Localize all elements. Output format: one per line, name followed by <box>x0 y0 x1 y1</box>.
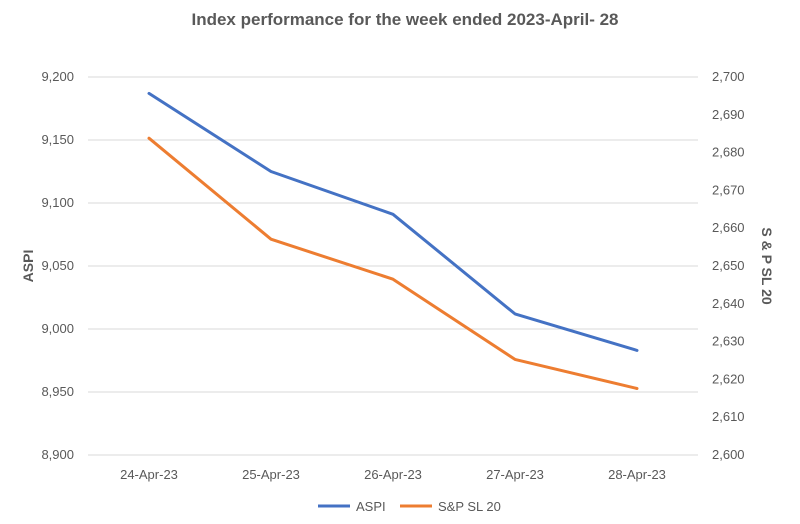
y2-tick-label: 2,600 <box>712 447 745 462</box>
y2-tick-label: 2,690 <box>712 107 745 122</box>
y-tick-label: 9,150 <box>41 132 74 147</box>
series-line-sp-sl20 <box>147 136 639 390</box>
y2-axis-ticks: 2,600 2,610 2,620 2,630 2,640 2,650 2,660 2,670… <box>712 69 745 462</box>
x-tick-label: 24-Apr-23 <box>120 467 178 482</box>
legend-label: ASPI <box>356 499 386 514</box>
y2-tick-label: 2,640 <box>712 296 745 311</box>
y2-tick-label: 2,630 <box>712 334 745 349</box>
x-tick-label: 27-Apr-23 <box>486 467 544 482</box>
y2-tick-label: 2,700 <box>712 69 745 84</box>
y-tick-label: 9,200 <box>41 69 74 84</box>
y-axis-title: ASPI <box>20 250 36 283</box>
chart-title: Index performance for the week ended 202… <box>191 10 618 29</box>
y-axis-ticks: 8,900 8,950 9,000 9,050 9,100 9,150 9,200 <box>41 69 74 462</box>
x-tick-label: 26-Apr-23 <box>364 467 422 482</box>
y-tick-label: 9,100 <box>41 195 74 210</box>
y-tick-label: 8,900 <box>41 447 74 462</box>
y2-tick-label: 2,660 <box>712 220 745 235</box>
series-line-aspi <box>147 91 639 352</box>
y2-tick-label: 2,620 <box>712 371 745 386</box>
y-tick-label: 9,050 <box>41 258 74 273</box>
legend: ASPI S&P SL 20 <box>318 499 501 514</box>
y2-tick-label: 2,650 <box>712 258 745 273</box>
y2-tick-label: 2,680 <box>712 145 745 160</box>
x-tick-label: 28-Apr-23 <box>608 467 666 482</box>
y2-tick-label: 2,610 <box>712 409 745 424</box>
y2-tick-label: 2,670 <box>712 182 745 197</box>
legend-label: S&P SL 20 <box>438 499 501 514</box>
y-tick-label: 9,000 <box>41 321 74 336</box>
x-tick-label: 25-Apr-23 <box>242 467 300 482</box>
y-tick-label: 8,950 <box>41 384 74 399</box>
y2-axis-title: S & P SL 20 <box>759 227 775 305</box>
gridlines <box>88 76 698 456</box>
series-lines <box>147 91 639 390</box>
x-axis-ticks: 24-Apr-23 25-Apr-23 26-Apr-23 27-Apr-23 28-A… <box>88 454 698 482</box>
